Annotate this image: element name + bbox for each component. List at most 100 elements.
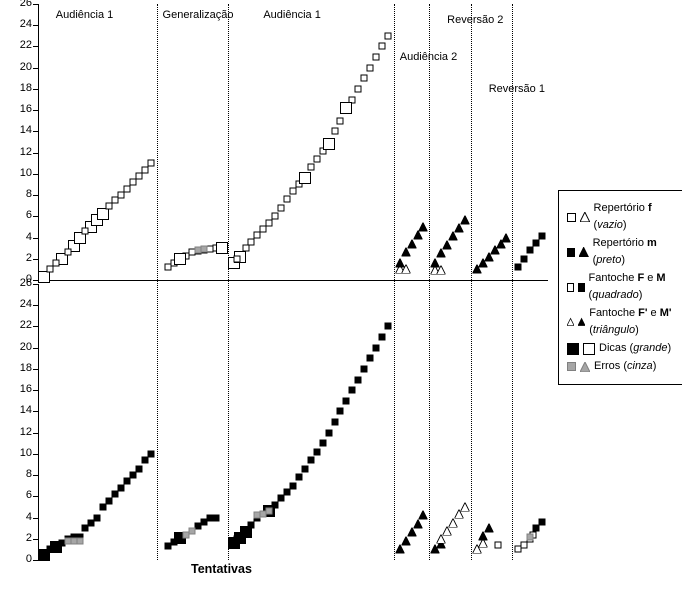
- y-tick-label: 18: [8, 362, 32, 374]
- data-marker: [248, 521, 255, 528]
- data-marker: [502, 233, 511, 242]
- data-marker: [449, 518, 458, 527]
- y-tick-label: 26: [8, 277, 32, 289]
- y-tick: [33, 89, 38, 90]
- data-marker: [216, 242, 228, 254]
- y-tick-label: 6: [8, 489, 32, 501]
- data-marker: [319, 440, 326, 447]
- data-marker: [299, 172, 311, 184]
- data-marker: [174, 253, 186, 265]
- y-tick-label: 6: [8, 209, 32, 221]
- data-marker: [533, 239, 540, 246]
- data-marker: [367, 355, 374, 362]
- data-marker: [278, 495, 285, 502]
- y-tick: [33, 68, 38, 69]
- data-marker: [401, 248, 410, 257]
- y-tick-label: 2: [8, 532, 32, 544]
- data-marker: [46, 266, 53, 273]
- data-marker: [141, 166, 148, 173]
- data-marker: [395, 259, 404, 268]
- data-marker: [94, 514, 101, 521]
- phase-divider: [228, 4, 229, 560]
- data-marker: [384, 323, 391, 330]
- data-marker: [484, 524, 493, 533]
- y-tick-label: 2: [8, 252, 32, 264]
- data-marker: [419, 511, 428, 520]
- y-tick-label: 24: [8, 298, 32, 310]
- data-marker: [407, 528, 416, 537]
- data-marker: [419, 222, 428, 231]
- data-marker: [449, 232, 458, 241]
- legend-text: Fantoche F e M (quadrado): [589, 270, 682, 304]
- y-tick: [33, 390, 38, 391]
- data-marker: [233, 255, 240, 262]
- data-marker: [290, 187, 297, 194]
- data-marker: [307, 164, 314, 171]
- phase-divider: [471, 4, 472, 560]
- data-marker: [254, 232, 261, 239]
- y-tick-label: 10: [8, 167, 32, 179]
- data-marker: [290, 482, 297, 489]
- data-marker: [337, 117, 344, 124]
- data-marker: [76, 537, 83, 544]
- phase-divider: [157, 4, 158, 560]
- data-marker: [82, 228, 89, 235]
- legend-text: Repertório m (preto): [593, 235, 682, 269]
- data-marker: [307, 457, 314, 464]
- bottom-panel: 02468101214161820222426: [0, 284, 548, 560]
- phase-label: Reversão 1: [489, 83, 545, 95]
- data-marker: [325, 429, 332, 436]
- data-marker: [64, 249, 71, 256]
- data-marker: [443, 240, 452, 249]
- y-tick-label: 16: [8, 383, 32, 395]
- y-tick: [33, 174, 38, 175]
- data-marker: [272, 213, 279, 220]
- data-marker: [378, 334, 385, 341]
- data-marker: [373, 344, 380, 351]
- y-tick-label: 18: [8, 82, 32, 94]
- legend-row: Repertório m (preto): [567, 235, 682, 269]
- y-tick-label: 12: [8, 146, 32, 158]
- legend-text: Fantoche F' e M' (triângulo): [589, 305, 682, 339]
- y-tick: [33, 411, 38, 412]
- data-marker: [141, 457, 148, 464]
- legend-square-icon: [578, 283, 584, 292]
- y-tick: [33, 238, 38, 239]
- data-marker: [361, 365, 368, 372]
- legend-square-icon: [583, 343, 595, 355]
- y-tick: [33, 326, 38, 327]
- data-marker: [455, 224, 464, 233]
- phase-label: Reversão 2: [447, 14, 503, 26]
- phase-label: Generalização: [163, 9, 234, 21]
- data-marker: [201, 246, 208, 253]
- y-tick: [33, 25, 38, 26]
- data-marker: [521, 542, 528, 549]
- legend-square-icon: [567, 362, 576, 371]
- data-marker: [118, 192, 125, 199]
- data-marker: [52, 260, 59, 267]
- data-marker: [147, 160, 154, 167]
- data-marker: [189, 528, 196, 535]
- legend-row: Fantoche F' e M' (triângulo): [567, 305, 682, 339]
- y-tick-label: 8: [8, 188, 32, 200]
- y-tick: [33, 153, 38, 154]
- legend-row: Dicas (grande): [567, 340, 682, 357]
- data-marker: [266, 219, 273, 226]
- data-marker: [233, 535, 240, 542]
- y-tick-label: 0: [8, 553, 32, 565]
- y-tick: [33, 305, 38, 306]
- data-marker: [431, 259, 440, 268]
- data-marker: [123, 478, 130, 485]
- data-marker: [100, 503, 107, 510]
- y-tick-label: 8: [8, 468, 32, 480]
- y-tick: [33, 4, 38, 5]
- phase-divider: [429, 4, 430, 560]
- legend-row: Erros (cinza): [567, 358, 682, 375]
- legend-triangle-icon: [567, 317, 574, 327]
- data-marker: [349, 387, 356, 394]
- y-tick-label: 22: [8, 319, 32, 331]
- data-marker: [533, 525, 540, 532]
- data-marker: [266, 508, 273, 515]
- data-marker: [97, 208, 109, 220]
- phase-label: Audiência 1: [263, 9, 321, 21]
